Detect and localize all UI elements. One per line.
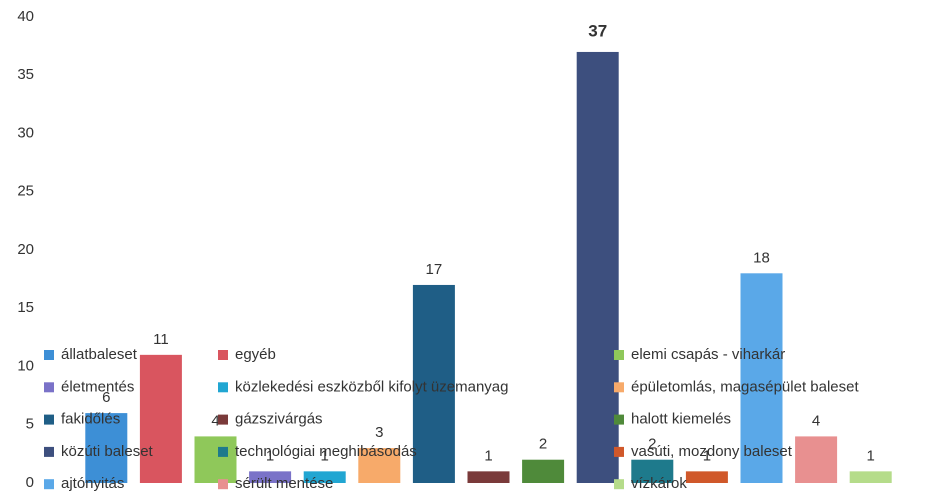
data-label: 18 — [753, 249, 770, 266]
legend-label: halott kiemelés — [631, 411, 731, 428]
legend-label: egyéb — [235, 346, 276, 363]
legend-label: állatbaleset — [61, 346, 138, 363]
legend-label: fakidőlés — [61, 411, 120, 428]
legend-swatch — [44, 350, 54, 360]
y-tick-label: 15 — [17, 299, 34, 316]
legend-label: vasúti, mozdony baleset — [631, 443, 793, 460]
legend-swatch — [614, 382, 624, 393]
legend-swatch — [218, 382, 228, 393]
y-tick-label: 25 — [17, 183, 34, 200]
data-label: 11 — [153, 331, 169, 348]
y-tick-label: 30 — [17, 124, 34, 141]
bar — [249, 471, 292, 483]
data-label: 4 — [812, 412, 820, 429]
bar — [576, 51, 619, 483]
y-tick-label: 35 — [17, 66, 34, 83]
data-label: 1 — [266, 447, 274, 464]
bar — [412, 284, 455, 483]
data-label: 17 — [426, 261, 443, 278]
legend-swatch — [218, 446, 228, 457]
bar — [740, 273, 783, 483]
bar — [522, 459, 565, 483]
data-label: 1 — [867, 447, 875, 464]
data-label: 2 — [648, 436, 656, 453]
legend-swatch — [614, 350, 624, 360]
legend-swatch — [614, 479, 624, 490]
legend-label: közlekedési eszközből kifolyt üzemanyag — [235, 378, 508, 395]
data-label: 2 — [539, 436, 547, 453]
bar — [194, 436, 237, 483]
data-label: 6 — [102, 389, 110, 406]
legend-swatch — [614, 414, 624, 425]
bar — [795, 436, 838, 483]
bar — [631, 459, 674, 483]
bar — [139, 354, 182, 483]
bar — [358, 448, 401, 483]
bar — [467, 471, 510, 483]
data-label: 37 — [588, 21, 607, 40]
data-label: 3 — [375, 424, 383, 441]
y-tick-label: 40 — [17, 8, 34, 25]
bar — [85, 413, 128, 483]
legend-label: vízkárok — [631, 475, 687, 492]
legend-swatch — [218, 479, 228, 490]
legend-swatch — [218, 350, 228, 360]
legend-label: sérült mentése — [235, 475, 333, 492]
legend-label: ajtónyitás — [61, 475, 124, 492]
legend-swatch — [218, 414, 228, 425]
bar — [303, 471, 346, 483]
legend-label: közúti baleset — [61, 443, 154, 460]
data-label: 4 — [211, 412, 219, 429]
legend-swatch — [44, 414, 54, 425]
y-tick-label: 0 — [26, 474, 34, 491]
legend-label: gázszivárgás — [235, 411, 323, 428]
legend-swatch — [44, 382, 54, 393]
data-label: 1 — [321, 447, 329, 464]
legend-label: épületomlás, magasépület baleset — [631, 378, 859, 395]
bar — [849, 471, 892, 483]
y-tick-label: 20 — [17, 241, 34, 258]
legend-swatch — [44, 479, 54, 490]
legend-label: életmentés — [61, 378, 134, 395]
y-tick-label: 10 — [17, 357, 34, 374]
data-label: 1 — [484, 447, 492, 464]
legend-swatch — [44, 446, 54, 457]
legend-label: elemi csapás - viharkár — [631, 346, 785, 363]
bar — [685, 471, 728, 483]
legend-swatch — [614, 446, 624, 457]
data-label: 1 — [703, 447, 711, 464]
legend-label: technológiai meghibásodás — [235, 443, 417, 460]
y-tick-label: 5 — [26, 416, 34, 433]
